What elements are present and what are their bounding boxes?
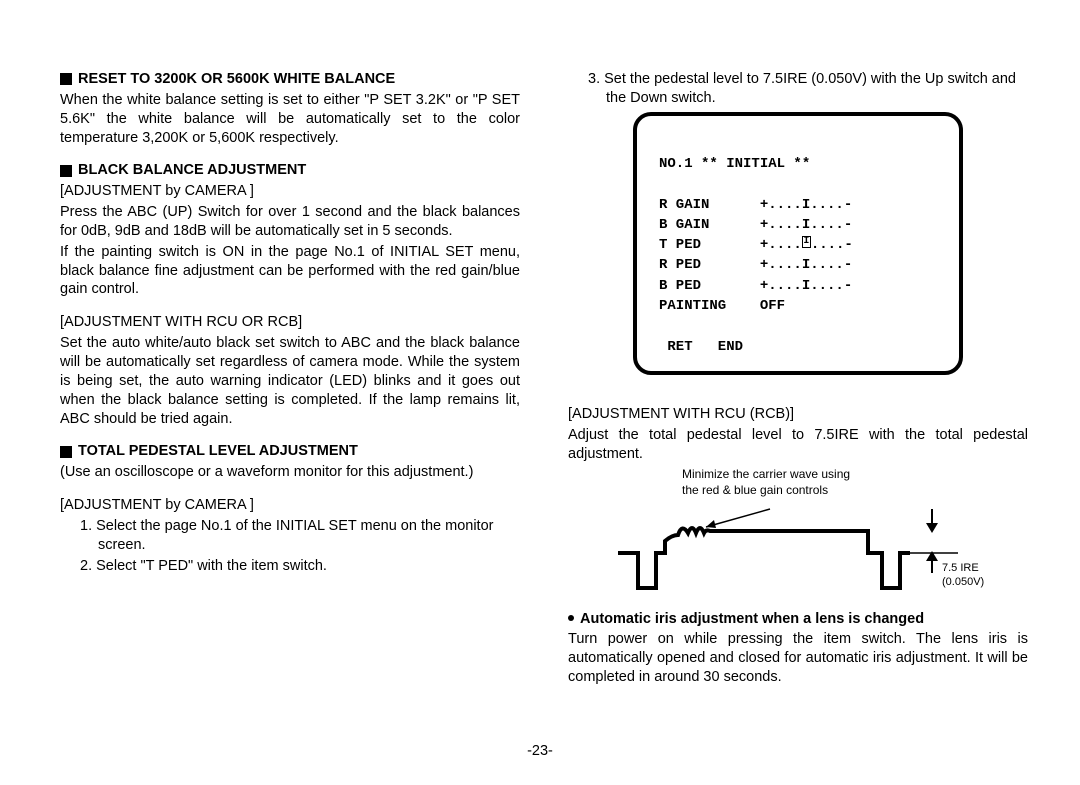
heading-black-balance: BLACK BALANCE ADJUSTMENT [60,161,520,180]
menu-painting: PAINTING OFF [659,298,785,314]
waveform-path [618,528,910,588]
list-steps-cont: 3. Set the pedestal level to 7.5IRE (0.0… [568,70,1028,108]
para-total-pedestal: Adjust the total pedestal level to 7.5IR… [568,426,1028,464]
heading-text: RESET TO 3200K OR 5600K WHITE BALANCE [78,70,395,89]
down-arrow-head [926,523,938,533]
menu-rgain: R GAIN +....I....- [659,197,852,213]
caption-arrow-line [706,509,770,527]
heading-white-balance: RESET TO 3200K OR 5600K WHITE BALANCE [60,70,520,89]
left-column: RESET TO 3200K OR 5600K WHITE BALANCE Wh… [60,70,520,701]
para-auto-iris: Turn power on while pressing the item sw… [568,630,1028,687]
heading-text: Automatic iris adjustment when a lens is… [580,611,924,627]
list-steps: 1. Select the page No.1 of the INITIAL S… [60,517,520,576]
list-item-3: 3. Set the pedestal level to 7.5IRE (0.0… [588,70,1028,108]
heading-text: BLACK BALANCE ADJUSTMENT [78,161,306,180]
menu-screen: NO.1 ** INITIAL ** R GAIN +....I....- B … [633,112,963,375]
para-painting-switch: If the painting switch is ON in the page… [60,243,520,300]
cursor-icon: I [802,236,811,248]
bullet-icon [568,615,574,621]
para-oscilloscope: (Use an oscilloscope or a waveform monit… [60,463,520,482]
list-item-1: 1. Select the page No.1 of the INITIAL S… [80,517,520,555]
menu-ret: RET END [659,339,743,355]
page: RESET TO 3200K OR 5600K WHITE BALANCE Wh… [60,70,1040,701]
diagram-caption: Minimize the carrier wave using the red … [682,467,998,498]
menu-rped: R PED +....I....- [659,257,852,273]
para-white-balance: When the white balance setting is set to… [60,91,520,148]
subheading-adj-camera-2: [ADJUSTMENT by CAMERA ] [60,496,520,515]
caption-arrow-head [706,520,716,528]
subheading-adj-rcu: [ADJUSTMENT WITH RCU OR RCB] [60,313,520,332]
menu-tped-right: ....- [811,237,853,253]
square-icon [60,165,72,177]
waveform-svg: 7.5 IRE (0.050V) [598,503,998,598]
para-abc-switch: Press the ABC (UP) Switch for over 1 sec… [60,203,520,241]
para-auto-white: Set the auto white/auto black set switch… [60,334,520,428]
volt-label: (0.050V) [942,576,984,588]
square-icon [60,73,72,85]
square-icon [60,446,72,458]
subheading-adj-camera: [ADJUSTMENT by CAMERA ] [60,182,520,201]
list-item-2: 2. Select "T PED" with the item switch. [80,557,520,576]
heading-auto-iris: Automatic iris adjustment when a lens is… [568,610,1028,629]
right-column: 3. Set the pedestal level to 7.5IRE (0.0… [568,70,1028,701]
heading-text: TOTAL PEDESTAL LEVEL ADJUSTMENT [78,442,358,461]
waveform-diagram: Minimize the carrier wave using the red … [598,467,998,603]
heading-total-pedestal: TOTAL PEDESTAL LEVEL ADJUSTMENT [60,442,520,461]
subheading-adj-rcu-2: [ADJUSTMENT WITH RCU (RCB)] [568,405,1028,424]
menu-tped-left: T PED +.... [659,237,802,253]
ire-label: 7.5 IRE [942,562,979,574]
menu-bped: B PED +....I....- [659,278,852,294]
menu-bgain: B GAIN +....I....- [659,217,852,233]
menu-title: NO.1 ** INITIAL ** [659,156,810,172]
page-number: -23- [0,742,1080,761]
